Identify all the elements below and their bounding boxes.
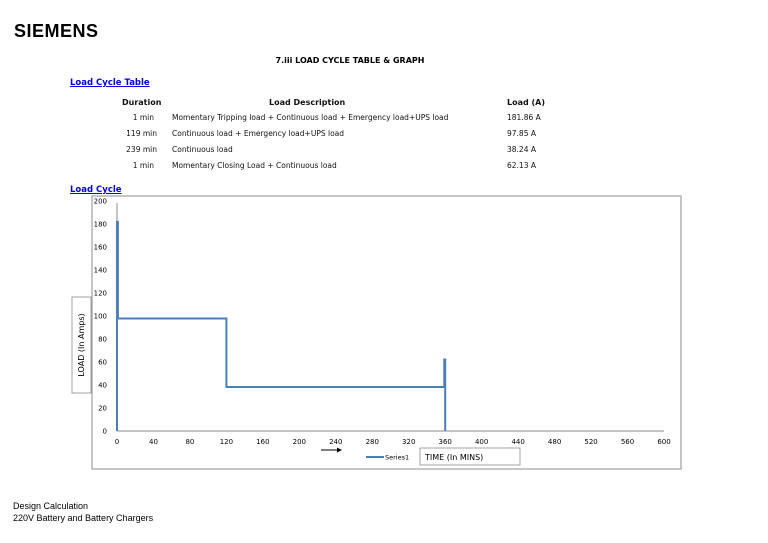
y-tick-label: 100	[94, 313, 107, 321]
x-tick-label: 0	[115, 438, 119, 446]
chart-frame	[91, 195, 682, 470]
y-tick-label: 180	[94, 221, 107, 229]
table-cell-description: Momentary Closing Load + Continuous load	[172, 161, 337, 170]
x-tick-label: 200	[293, 438, 306, 446]
document-footer: Design Calculation 220V Battery and Batt…	[13, 500, 153, 524]
x-tick-label: 560	[621, 438, 634, 446]
y-tick-label: 0	[103, 428, 107, 436]
load-cycle-link[interactable]: Load Cycle	[70, 185, 122, 195]
siemens-logo: SIEMENS	[14, 21, 99, 41]
x-tick-label: 280	[366, 438, 379, 446]
table-cell-load: 97.85 A	[507, 129, 536, 138]
y-tick-label: 160	[94, 244, 107, 252]
x-tick-label: 400	[475, 438, 488, 446]
y-tick-label: 200	[94, 198, 107, 206]
y-tick-label: 20	[98, 405, 107, 413]
column-header-load-description: Load Description	[269, 98, 346, 107]
legend-label: Series1	[385, 454, 409, 462]
footer-line-1: Design Calculation	[13, 501, 89, 511]
arrow-head-icon	[337, 447, 342, 453]
x-tick-label: 120	[220, 438, 233, 446]
table-cell-load: 38.24 A	[507, 145, 536, 154]
page-title: 7.iii LOAD CYCLE TABLE & GRAPH	[275, 56, 425, 65]
column-header-duration: Duration	[122, 98, 162, 107]
footer-line-2: 220V Battery and Battery Chargers	[13, 513, 154, 523]
table-cell-duration: 1 min	[132, 161, 154, 170]
column-header-load: Load (A)	[507, 98, 546, 107]
y-tick-label: 120	[94, 290, 107, 298]
x-tick-label: 360	[439, 438, 452, 446]
x-tick-label: 160	[256, 438, 269, 446]
series-line	[116, 220, 447, 431]
table-cell-duration: 119 min	[126, 129, 157, 138]
x-tick-label: 80	[185, 438, 194, 446]
table-cell-load: 62.13 A	[507, 161, 536, 170]
x-tick-label: 320	[402, 438, 415, 446]
y-tick-label: 140	[94, 267, 107, 275]
table-cell-load: 181.86 A	[507, 113, 541, 122]
y-axis-title: LOAD (In Amps)	[77, 313, 86, 376]
y-tick-label: 80	[98, 336, 107, 344]
table-cell-description: Continuous load + Emergency load+UPS loa…	[172, 129, 345, 138]
x-axis-title: TIME (In MINS)	[424, 453, 483, 462]
table-cell-description: Momentary Tripping load + Continuous loa…	[172, 113, 449, 122]
y-axis-title-box	[71, 296, 92, 394]
x-tick-label: 520	[584, 438, 597, 446]
x-tick-label: 440	[511, 438, 524, 446]
y-tick-label: 60	[98, 359, 107, 367]
y-tick-label: 40	[98, 382, 107, 390]
load-cycle-table-link[interactable]: Load Cycle Table	[70, 78, 150, 88]
x-tick-label: 240	[329, 438, 342, 446]
table-cell-duration: 1 min	[132, 113, 154, 122]
x-tick-label: 600	[657, 438, 670, 446]
table-cell-duration: 239 min	[126, 145, 157, 154]
x-axis-title-box	[419, 447, 521, 466]
x-tick-label: 480	[548, 438, 561, 446]
x-tick-label: 40	[149, 438, 158, 446]
table-cell-description: Continuous load	[172, 145, 233, 154]
